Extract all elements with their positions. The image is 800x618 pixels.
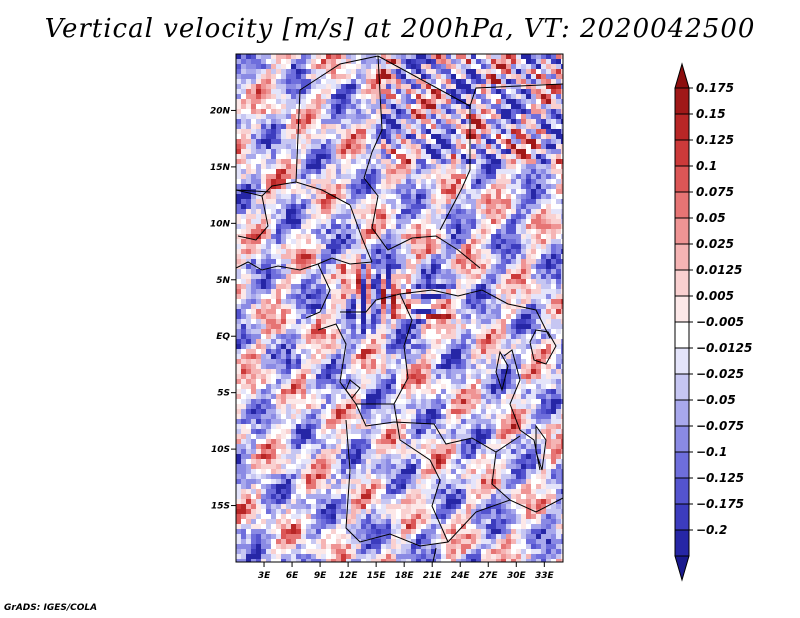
colorbar-label-12: −0.05 [696,393,736,407]
colorbar-label-13: −0.075 [696,419,744,433]
colorbar-swatch-14 [674,451,690,479]
colorbar-swatch-2 [674,139,690,167]
colorbar-swatch-17 [674,529,690,557]
colorbar-label-3: 0.1 [696,159,717,173]
x-tick-label-1: 6E [286,571,299,581]
colorbar-swatch-1 [674,113,690,141]
colorbar-swatch-16 [674,503,690,531]
x-tick-label-8: 27E [479,571,499,581]
colorbar-label-15: −0.125 [696,471,744,485]
colorbar-swatch-9 [674,321,690,349]
colorbar-label-11: −0.025 [696,367,744,381]
colorbar-swatch-6 [674,243,690,271]
plot-frame [235,53,564,563]
x-tick-label-0: 3E [258,571,271,581]
colorbar-label-0: 0.175 [696,81,734,95]
y-tick-label-4: EQ [216,332,230,342]
country-borders [236,55,563,562]
colorbar-label-17: −0.2 [696,523,727,537]
credit-label: GrADS: IGES/COLA [4,603,98,613]
y-tick-label-2: 10N [210,219,231,229]
colorbar-swatch-8 [674,295,690,323]
axis-ticks: 3E 6E 9E 12E 15E 18E 21E 24E 27E 30E 33E 20N 15N 10N 5… [210,106,555,581]
y-tick-label-0: 20N [210,106,231,116]
chart-title: Vertical velocity [m/s] at 200hPa, VT: 2… [44,14,756,44]
x-tick-label-7: 24E [451,571,471,581]
colorbar-label-5: 0.05 [696,211,726,225]
colorbar-label-4: 0.075 [696,185,734,199]
y-tick-label-5: 5S [217,389,230,399]
colorbar-label-16: −0.175 [696,497,744,511]
colorbar-swatch-0 [674,87,690,115]
colorbar-swatch-3 [674,165,690,193]
y-tick-label-1: 15N [210,163,231,173]
y-tick-label-6: 10S [211,445,230,455]
x-tick-label-6: 21E [423,571,443,581]
colorbar-label-9: −0.005 [696,315,744,329]
colorbar-label-8: 0.005 [696,289,734,303]
x-tick-label-9: 30E [507,571,527,581]
colorbar-top-arrow [674,62,690,89]
colorbar-swatch-5 [674,217,690,245]
x-tick-label-10: 33E [535,571,555,581]
colorbar-swatch-15 [674,477,690,505]
colorbar-label-7: 0.0125 [696,263,742,277]
colorbar-swatch-12 [674,399,690,427]
colorbar-label-14: −0.1 [696,445,727,459]
x-tick-label-2: 9E [314,571,327,581]
y-tick-label-3: 5N [216,276,230,286]
colorbar-label-6: 0.025 [696,237,734,251]
y-tick-label-7: 15S [211,502,230,512]
colorbar-label-10: −0.0125 [696,341,752,355]
x-tick-label-4: 15E [367,571,387,581]
colorbar-swatch-4 [674,191,690,219]
colorbar-swatch-11 [674,373,690,401]
colorbar-label-1: 0.15 [696,107,726,121]
colorbar-swatch-13 [674,425,690,453]
colorbar-label-2: 0.125 [696,133,734,147]
colorbar-swatch-7 [674,269,690,297]
colorbar: 0.175 0.15 0.125 0.1 0.075 0.05 0.025 0.0125 0.0… [674,62,752,582]
colorbar-bottom-arrow [674,555,690,582]
colorbar-swatch-10 [674,347,690,375]
x-tick-label-3: 12E [339,571,359,581]
x-tick-label-5: 18E [395,571,415,581]
velocity-field [236,54,563,562]
